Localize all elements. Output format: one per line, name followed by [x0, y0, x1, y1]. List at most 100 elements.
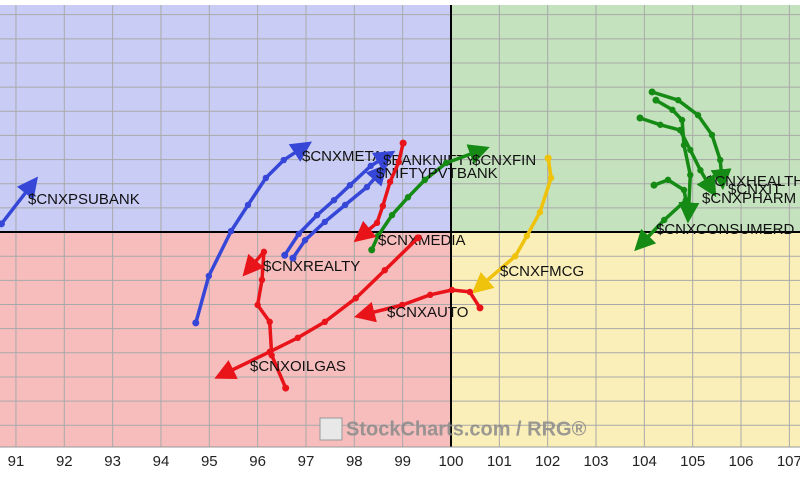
x-tick-label: 99	[394, 453, 411, 470]
quadrant-leading	[450, 5, 800, 233]
x-tick-label: 100	[438, 453, 463, 470]
x-tick-label: 91	[8, 453, 25, 470]
series-point	[258, 276, 266, 284]
x-tick-label: 101	[487, 453, 512, 470]
series-tail	[651, 90, 732, 191]
series-point	[657, 121, 664, 128]
series-label: $CNXFIN	[472, 152, 536, 169]
series-point	[448, 286, 456, 294]
series-point	[512, 252, 519, 260]
series-point	[547, 174, 555, 182]
series-label: $CNXPHARM	[702, 190, 796, 207]
series-point	[363, 183, 371, 191]
series-point	[373, 219, 381, 227]
series-point	[192, 319, 200, 327]
series-point	[466, 288, 474, 296]
series-point	[341, 201, 349, 209]
series-point	[682, 196, 690, 204]
series-label: $BANKNIFTY	[383, 152, 476, 169]
series-point	[254, 301, 261, 309]
series-point	[717, 156, 724, 164]
quadrants	[0, 5, 800, 447]
series-tail	[0, 176, 39, 225]
series-point	[321, 218, 329, 226]
series-point	[352, 295, 359, 302]
x-tick-label: 95	[201, 453, 218, 470]
series-point	[664, 176, 672, 184]
series-point	[388, 211, 396, 219]
x-tick-label: 105	[680, 453, 705, 470]
x-tick-label: 98	[346, 453, 363, 470]
watermark-group: StockCharts.com / RRG®	[319, 417, 587, 441]
series-point	[697, 167, 704, 174]
series-label: $CNXFMCG	[500, 263, 584, 280]
series-point	[227, 227, 235, 235]
x-tick-label: 93	[104, 453, 121, 470]
series-point	[650, 181, 658, 189]
series-point	[536, 209, 544, 216]
series-point	[680, 186, 688, 194]
series-point	[282, 384, 290, 392]
series-point	[281, 251, 289, 259]
series-point	[346, 181, 354, 189]
series-point	[289, 254, 297, 262]
series-point	[262, 174, 270, 182]
series-point	[0, 220, 5, 228]
series-group: $CNXPSUBANK $CNXMETAL$BANKNIFTY$CNXFIN$NI…	[0, 88, 800, 392]
x-tick-label: 107	[777, 453, 800, 470]
series-label: $CNXPSUBANK	[28, 191, 140, 208]
series-point	[636, 114, 644, 122]
series-point	[674, 96, 682, 104]
series-point	[476, 304, 484, 312]
series-label: $CNXMEDIA	[378, 232, 466, 249]
quadrant-lagging	[0, 232, 451, 447]
top-strip	[0, 0, 800, 5]
watermark: StockCharts.com / RRG®	[346, 418, 587, 440]
series-tail	[353, 142, 405, 243]
series-point	[313, 211, 321, 219]
series-point	[523, 232, 531, 240]
series-point	[687, 146, 694, 154]
series-label: $CNXREALTY	[263, 258, 360, 275]
series-label: $NIFTYPVTBANK	[376, 165, 498, 182]
x-ticks: 91 92 93 94 95 96 97 98 99 100 101 102 103 104 105 106 1…	[8, 453, 800, 470]
series-point	[669, 106, 676, 114]
series-point	[678, 116, 686, 124]
x-tick-label: 103	[583, 453, 608, 470]
series-point	[442, 159, 450, 167]
series-point	[414, 234, 422, 242]
series-point	[648, 88, 656, 96]
series-point	[427, 291, 434, 299]
series-tail	[291, 163, 388, 260]
x-tick-label: 96	[249, 453, 266, 470]
series-point	[687, 171, 694, 179]
series-point	[295, 230, 302, 238]
series-point	[266, 318, 273, 326]
series-tail	[471, 157, 553, 294]
series-point	[708, 131, 716, 139]
series-point	[321, 318, 329, 326]
series-point	[399, 139, 407, 147]
x-tick-label: 97	[298, 453, 315, 470]
quadrant-improving	[0, 5, 451, 233]
series-label: $CNXAUTO	[387, 304, 468, 321]
axes	[0, 0, 800, 448]
series-point	[266, 348, 273, 356]
series-label: $CNXCONSUMERD	[656, 221, 795, 238]
x-tick-label: 94	[153, 453, 170, 470]
series-label: $CNXHEALTH	[706, 173, 800, 190]
series-point	[260, 248, 268, 256]
series-point	[205, 272, 213, 280]
series-point	[367, 162, 374, 170]
x-tick-label: 102	[535, 453, 560, 470]
series-point	[398, 301, 406, 309]
series-point	[301, 237, 309, 244]
series-point	[330, 196, 338, 204]
series-point	[294, 334, 301, 342]
series-point	[694, 111, 702, 119]
x-tick-label: 104	[632, 453, 657, 470]
series-point	[386, 178, 394, 185]
series-point	[244, 201, 252, 209]
